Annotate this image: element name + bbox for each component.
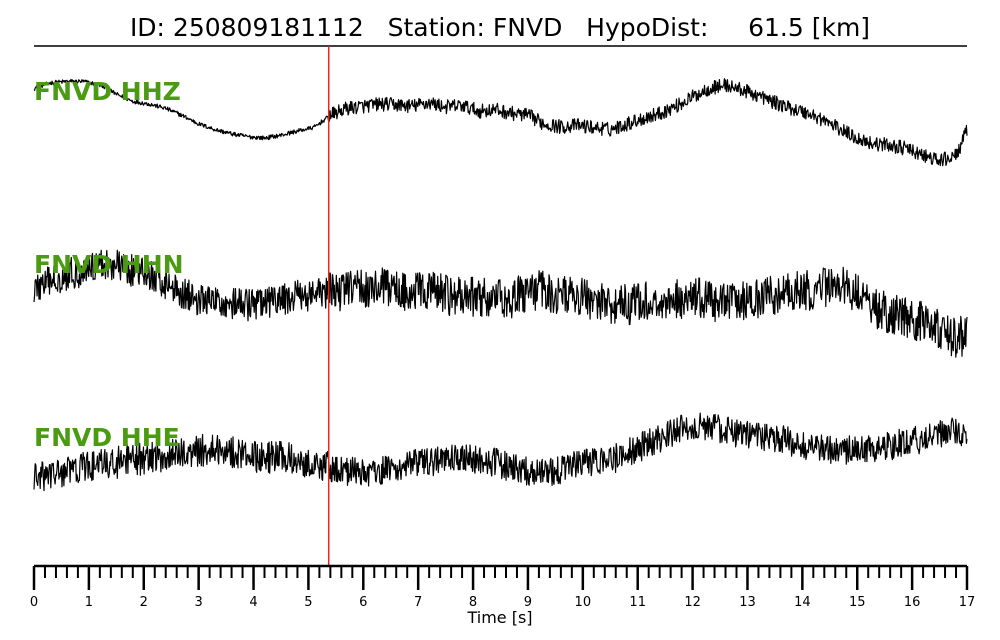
x-tick-label: 5 (304, 595, 312, 610)
x-tick-label: 6 (359, 595, 367, 610)
x-tick-label: 17 (959, 595, 976, 610)
x-tick-label: 13 (739, 595, 756, 610)
x-tick-label: 3 (195, 595, 203, 610)
trace-fnvd-hhn (33, 249, 968, 358)
x-tick-label: 16 (904, 595, 921, 610)
trace-fnvd-hhz (33, 78, 968, 167)
figure-title: ID: 250809181112 Station: FNVD HypoDist:… (130, 13, 870, 42)
x-tick-label: 2 (140, 595, 148, 610)
x-tick-label: 4 (249, 595, 257, 610)
x-ticks: 0 1 2 3 4 5 6 7 8 9 10 11 12 13 14 15 16 17 (30, 566, 975, 610)
x-axis-label: Time [s] (466, 608, 532, 627)
x-tick-label: 15 (849, 595, 866, 610)
x-tick-label: 11 (629, 595, 646, 610)
channel-labels: FNVD HHZ FNVD HHN FNVD HHE (34, 77, 184, 452)
channel-label-fnvd-hhn: FNVD HHN (34, 250, 184, 279)
x-tick-label: 12 (684, 595, 701, 610)
trace-fnvd-hhe (33, 412, 968, 492)
x-tick-label: 7 (414, 595, 422, 610)
channel-label-fnvd-hhz: FNVD HHZ (34, 77, 181, 106)
traces-group (33, 78, 968, 492)
x-tick-label: 1 (85, 595, 93, 610)
x-tick-label: 10 (575, 595, 592, 610)
channel-label-fnvd-hhe: FNVD HHE (34, 423, 180, 452)
time-axis: 0 1 2 3 4 5 6 7 8 9 10 11 12 13 14 15 16 17 (30, 564, 975, 610)
x-tick-label: 9 (524, 595, 532, 610)
x-tick-label: 8 (469, 595, 477, 610)
x-tick-label: 14 (794, 595, 811, 610)
x-tick-label: 0 (30, 595, 38, 610)
